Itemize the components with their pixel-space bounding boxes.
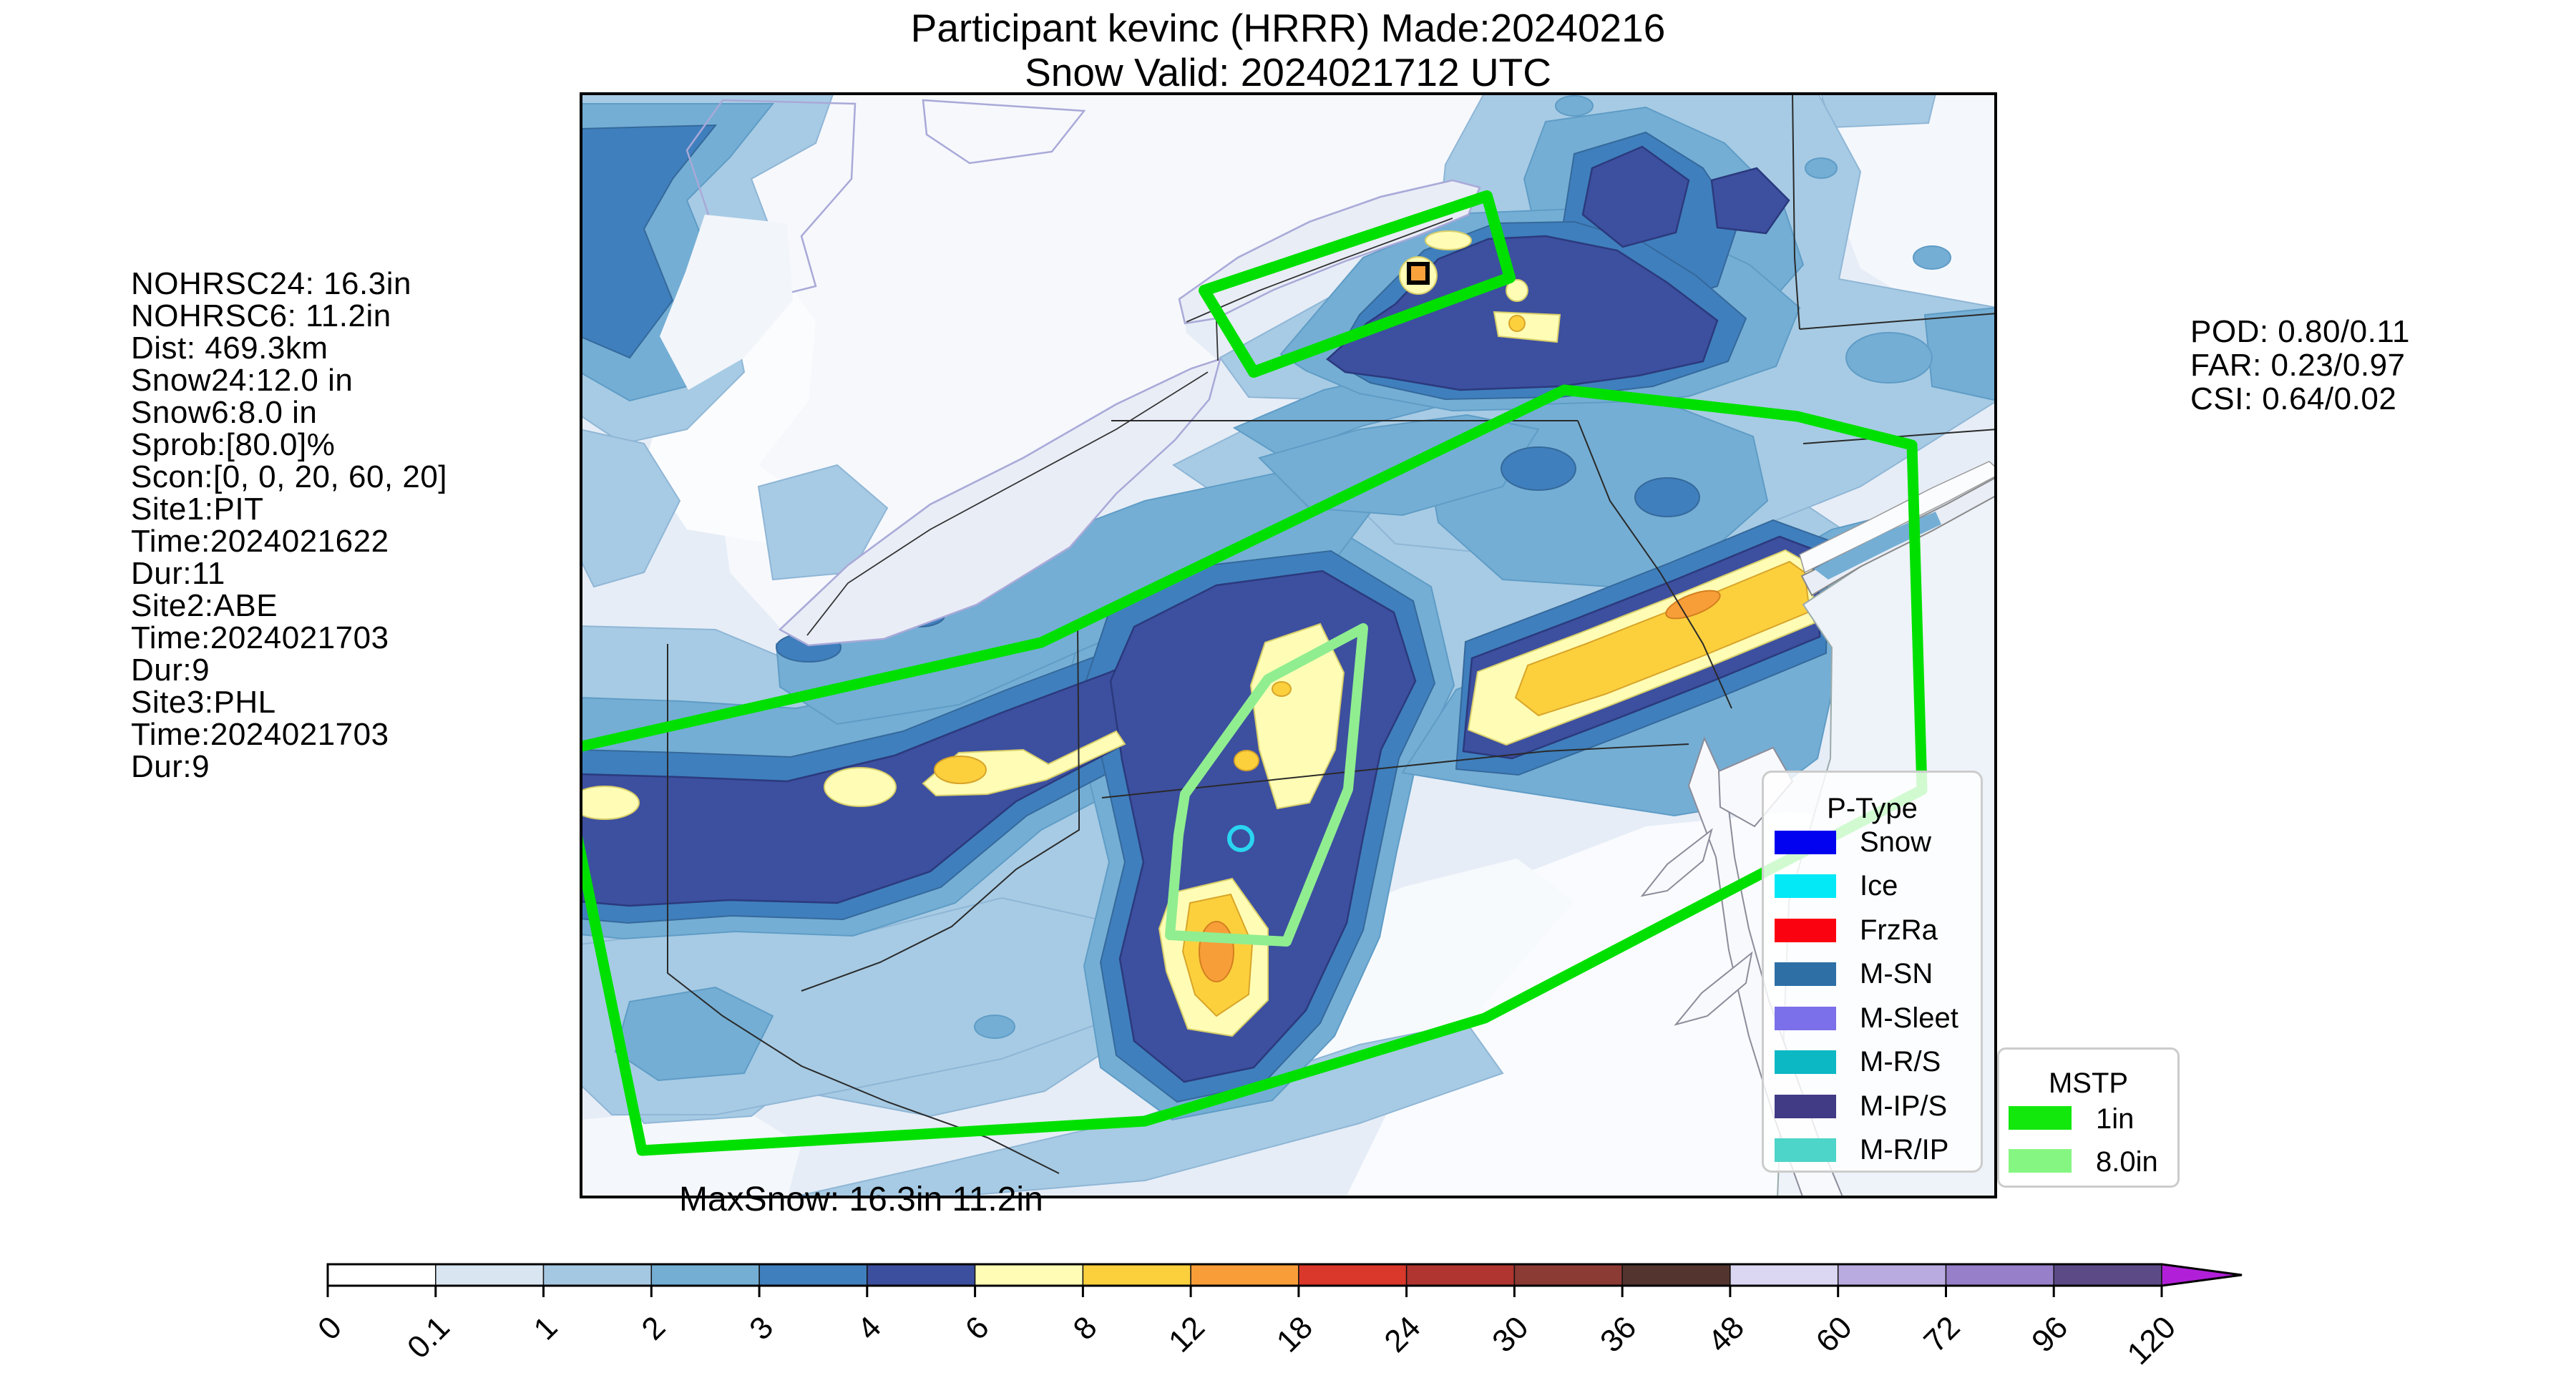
svg-text:4: 4: [851, 1309, 888, 1347]
svg-text:36: 36: [1594, 1309, 1643, 1359]
svg-text:120: 120: [2121, 1309, 2183, 1372]
svg-text:8: 8: [1067, 1309, 1104, 1347]
svg-text:3: 3: [743, 1309, 780, 1347]
svg-text:18: 18: [1270, 1309, 1319, 1359]
svg-text:6: 6: [959, 1309, 996, 1347]
svg-text:0.1: 0.1: [401, 1309, 457, 1365]
svg-text:24: 24: [1377, 1309, 1427, 1359]
svg-text:12: 12: [1162, 1309, 1211, 1359]
svg-text:96: 96: [2025, 1309, 2074, 1359]
svg-text:2: 2: [635, 1309, 672, 1347]
svg-text:30: 30: [1485, 1309, 1535, 1359]
svg-text:48: 48: [1702, 1309, 1751, 1359]
svg-text:1: 1: [527, 1309, 565, 1347]
svg-text:0: 0: [311, 1309, 348, 1347]
svg-text:60: 60: [1810, 1309, 1859, 1359]
svg-text:72: 72: [1917, 1309, 1966, 1359]
